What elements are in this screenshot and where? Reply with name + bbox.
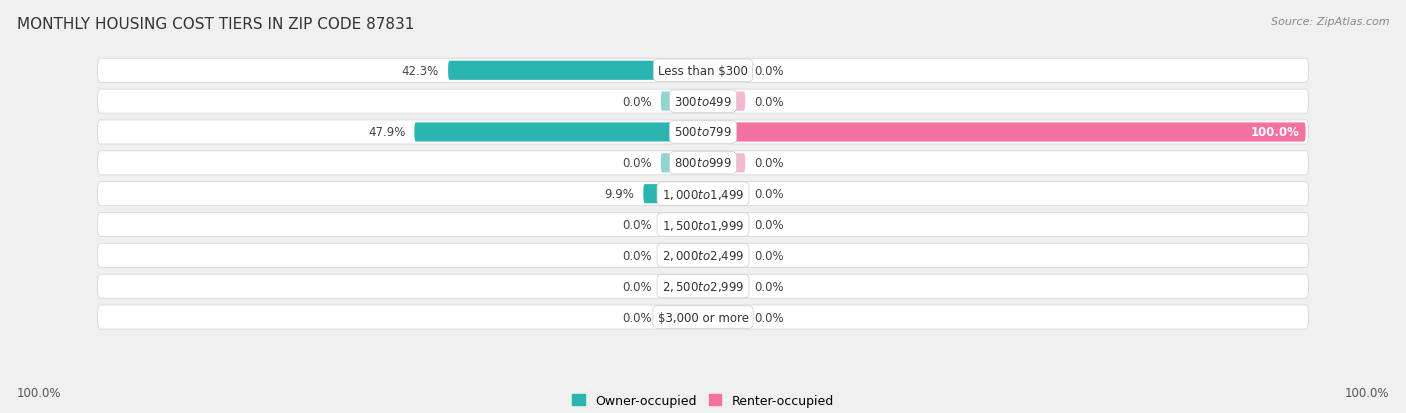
Text: 9.9%: 9.9%	[605, 188, 634, 201]
Text: 0.0%: 0.0%	[754, 188, 783, 201]
FancyBboxPatch shape	[661, 277, 703, 296]
Text: $500 to $799: $500 to $799	[673, 126, 733, 139]
FancyBboxPatch shape	[415, 123, 703, 142]
Text: 0.0%: 0.0%	[623, 95, 652, 108]
Text: Source: ZipAtlas.com: Source: ZipAtlas.com	[1271, 17, 1389, 26]
FancyBboxPatch shape	[97, 121, 1309, 145]
Text: 0.0%: 0.0%	[754, 157, 783, 170]
FancyBboxPatch shape	[661, 216, 703, 235]
FancyBboxPatch shape	[97, 152, 1309, 176]
Text: $1,500 to $1,999: $1,500 to $1,999	[662, 218, 744, 232]
FancyBboxPatch shape	[661, 246, 703, 265]
Text: Less than $300: Less than $300	[658, 64, 748, 78]
Text: $2,500 to $2,999: $2,500 to $2,999	[662, 280, 744, 294]
Text: $300 to $499: $300 to $499	[673, 95, 733, 108]
Text: MONTHLY HOUSING COST TIERS IN ZIP CODE 87831: MONTHLY HOUSING COST TIERS IN ZIP CODE 8…	[17, 17, 415, 31]
FancyBboxPatch shape	[661, 308, 703, 327]
Text: 0.0%: 0.0%	[754, 95, 783, 108]
FancyBboxPatch shape	[703, 216, 745, 235]
FancyBboxPatch shape	[97, 305, 1309, 329]
FancyBboxPatch shape	[703, 62, 745, 81]
Text: 0.0%: 0.0%	[754, 249, 783, 262]
Text: 0.0%: 0.0%	[623, 280, 652, 293]
FancyBboxPatch shape	[97, 90, 1309, 114]
Text: 100.0%: 100.0%	[1251, 126, 1299, 139]
FancyBboxPatch shape	[703, 93, 745, 112]
Text: $1,000 to $1,499: $1,000 to $1,499	[662, 187, 744, 201]
FancyBboxPatch shape	[661, 154, 703, 173]
Text: 0.0%: 0.0%	[623, 157, 652, 170]
Text: 47.9%: 47.9%	[368, 126, 405, 139]
Text: $800 to $999: $800 to $999	[673, 157, 733, 170]
Text: 0.0%: 0.0%	[623, 249, 652, 262]
FancyBboxPatch shape	[703, 308, 745, 327]
FancyBboxPatch shape	[97, 275, 1309, 299]
Text: $2,000 to $2,499: $2,000 to $2,499	[662, 249, 744, 263]
FancyBboxPatch shape	[644, 185, 703, 204]
Text: 0.0%: 0.0%	[623, 311, 652, 324]
FancyBboxPatch shape	[703, 277, 745, 296]
FancyBboxPatch shape	[97, 244, 1309, 268]
Text: 100.0%: 100.0%	[17, 386, 62, 399]
FancyBboxPatch shape	[703, 246, 745, 265]
FancyBboxPatch shape	[703, 185, 745, 204]
FancyBboxPatch shape	[661, 93, 703, 112]
FancyBboxPatch shape	[449, 62, 703, 81]
Text: 0.0%: 0.0%	[754, 311, 783, 324]
FancyBboxPatch shape	[703, 154, 745, 173]
Text: $3,000 or more: $3,000 or more	[658, 311, 748, 324]
FancyBboxPatch shape	[97, 59, 1309, 83]
Text: 0.0%: 0.0%	[754, 280, 783, 293]
FancyBboxPatch shape	[703, 123, 1306, 142]
Text: 42.3%: 42.3%	[402, 64, 439, 78]
Text: 0.0%: 0.0%	[754, 218, 783, 231]
FancyBboxPatch shape	[97, 213, 1309, 237]
Text: 0.0%: 0.0%	[623, 218, 652, 231]
Text: 100.0%: 100.0%	[1344, 386, 1389, 399]
Legend: Owner-occupied, Renter-occupied: Owner-occupied, Renter-occupied	[572, 394, 834, 407]
FancyBboxPatch shape	[97, 182, 1309, 206]
Text: 0.0%: 0.0%	[754, 64, 783, 78]
